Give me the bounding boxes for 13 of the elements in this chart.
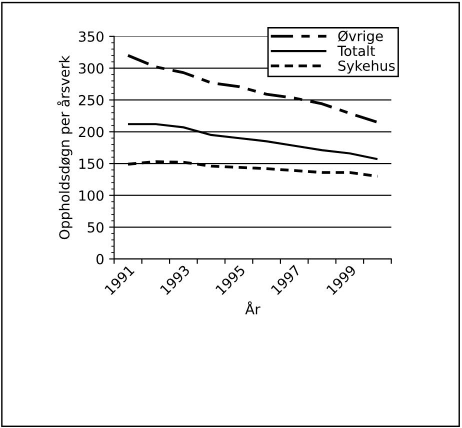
y-tick-label: 50: [88, 222, 104, 233]
x-axis-title: År: [245, 301, 260, 314]
y-tick-label: 100: [79, 190, 104, 201]
y-tick-label: 0: [96, 254, 104, 264]
legend-label: Øvrige: [338, 30, 383, 44]
legend-label: Sykehus: [338, 60, 395, 74]
y-tick-label: 250: [78, 94, 104, 106]
y-tick-label: 300: [78, 63, 104, 74]
y-tick-label: 200: [78, 126, 104, 138]
y-axis-title: Oppholdsdøgn per årsverk: [57, 55, 72, 240]
legend-label: Totalt: [337, 45, 376, 56]
y-tick-label: 150: [79, 158, 104, 170]
y-tick-label: 350: [78, 31, 104, 42]
